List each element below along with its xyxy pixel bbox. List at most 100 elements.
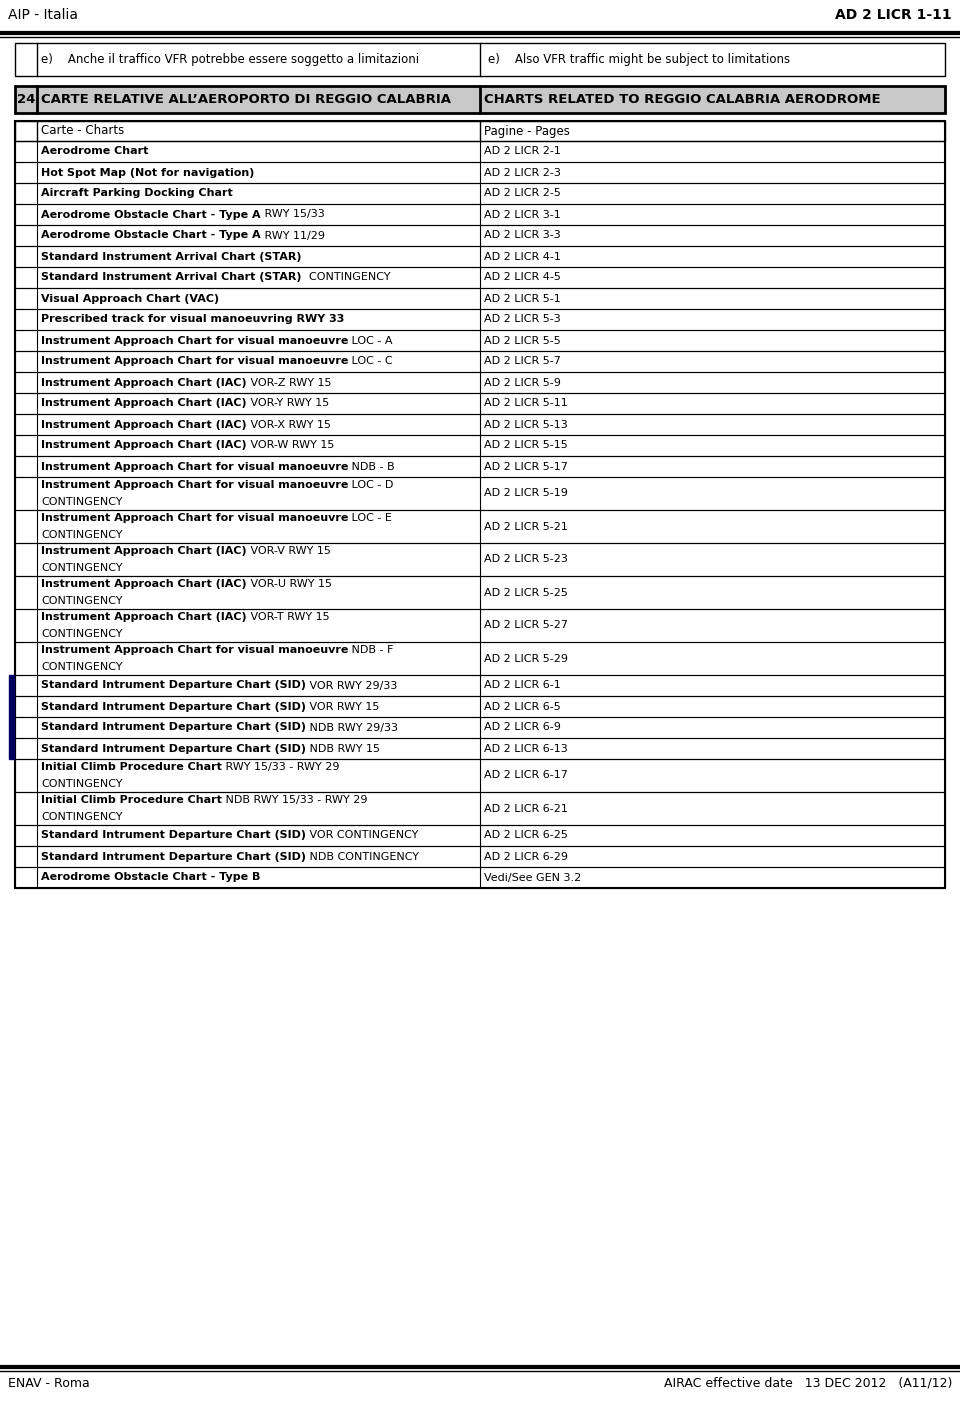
Text: AD 2 LICR 5-11: AD 2 LICR 5-11 [484, 399, 567, 409]
Text: Initial Climb Procedure Chart: Initial Climb Procedure Chart [41, 762, 222, 771]
Bar [15, 457, 945, 478]
Text: AD 2 LICR 6-21: AD 2 LICR 6-21 [484, 804, 568, 813]
Text: NDB CONTINGENCY: NDB CONTINGENCY [306, 851, 419, 861]
Text: NDB RWY 29/33: NDB RWY 29/33 [306, 722, 398, 732]
Text: CONTINGENCY: CONTINGENCY [41, 629, 123, 639]
Text: AD 2 LICR 2-5: AD 2 LICR 2-5 [484, 188, 561, 198]
Text: AD 2 LICR 5-21: AD 2 LICR 5-21 [484, 521, 568, 531]
Text: AD 2 LICR 5-13: AD 2 LICR 5-13 [484, 420, 567, 430]
Bar [15, 738, 945, 759]
Bar [15, 225, 945, 246]
Text: LOC - C: LOC - C [348, 357, 393, 367]
Text: AD 2 LICR 3-1: AD 2 LICR 3-1 [484, 209, 561, 219]
Text: NDB - F: NDB - F [348, 645, 394, 655]
Bar [15, 414, 945, 436]
Text: Aerodrome Obstacle Chart - Type A: Aerodrome Obstacle Chart - Type A [41, 209, 260, 219]
Text: Instrument Approach Chart (IAC): Instrument Approach Chart (IAC) [41, 547, 247, 556]
Text: e)    Also VFR traffic might be subject to limitations: e) Also VFR traffic might be subject to … [488, 53, 790, 66]
Text: Initial Climb Procedure Chart: Initial Climb Procedure Chart [41, 795, 222, 805]
Text: Prescribed track for visual manoeuvring RWY 33: Prescribed track for visual manoeuvring … [41, 315, 345, 325]
Bar [15, 846, 945, 867]
Text: RWY 11/29: RWY 11/29 [260, 230, 324, 240]
Text: AD 2 LICR 5-9: AD 2 LICR 5-9 [484, 378, 561, 388]
Text: AIRAC effective date   13 DEC 2012   (A11/12): AIRAC effective date 13 DEC 2012 (A11/12… [663, 1377, 952, 1390]
Text: Aerodrome Obstacle Chart - Type B: Aerodrome Obstacle Chart - Type B [41, 873, 260, 882]
Text: CONTINGENCY: CONTINGENCY [41, 530, 123, 540]
Text: VOR-Y RWY 15: VOR-Y RWY 15 [247, 399, 329, 409]
Text: AD 2 LICR 6-29: AD 2 LICR 6-29 [484, 851, 568, 861]
Text: 24: 24 [17, 93, 36, 105]
Text: Standard Intrument Departure Chart (SID): Standard Intrument Departure Chart (SID) [41, 830, 306, 840]
Text: CONTINGENCY: CONTINGENCY [41, 497, 123, 507]
Bar [15, 140, 945, 162]
Bar [15, 792, 945, 825]
Bar [15, 121, 945, 888]
Text: AD 2 LICR 6-9: AD 2 LICR 6-9 [484, 722, 561, 732]
Bar [15, 44, 945, 76]
Text: Instrument Approach Chart (IAC): Instrument Approach Chart (IAC) [41, 378, 247, 388]
Text: Instrument Approach Chart for visual manoeuvre: Instrument Approach Chart for visual man… [41, 481, 348, 490]
Bar [15, 372, 945, 393]
Text: Instrument Approach Chart (IAC): Instrument Approach Chart (IAC) [41, 613, 247, 622]
Text: AD 2 LICR 3-3: AD 2 LICR 3-3 [484, 230, 561, 240]
Text: Hot Spot Map (Not for navigation): Hot Spot Map (Not for navigation) [41, 167, 254, 177]
Text: CHARTS RELATED TO REGGIO CALABRIA AERODROME: CHARTS RELATED TO REGGIO CALABRIA AERODR… [484, 93, 880, 105]
Text: Instrument Approach Chart for visual manoeuvre: Instrument Approach Chart for visual man… [41, 461, 348, 472]
Text: Carte - Charts: Carte - Charts [41, 125, 124, 138]
Bar [15, 162, 945, 183]
Text: VOR-U RWY 15: VOR-U RWY 15 [247, 579, 331, 589]
Bar [15, 674, 945, 695]
Text: AD 2 LICR 4-1: AD 2 LICR 4-1 [484, 251, 561, 261]
Text: AD 2 LICR 5-23: AD 2 LICR 5-23 [484, 555, 568, 565]
Bar [15, 510, 945, 542]
Bar [15, 246, 945, 267]
Bar [15, 351, 945, 372]
Text: AD 2 LICR 5-3: AD 2 LICR 5-3 [484, 315, 561, 325]
Text: Standard Intrument Departure Chart (SID): Standard Intrument Departure Chart (SID) [41, 680, 306, 690]
Bar [9, 674, 14, 759]
Bar [15, 867, 945, 888]
Text: Standard Intrument Departure Chart (SID): Standard Intrument Departure Chart (SID) [41, 851, 306, 861]
Text: CONTINGENCY: CONTINGENCY [41, 563, 123, 573]
Text: AD 2 LICR 5-25: AD 2 LICR 5-25 [484, 587, 568, 597]
Text: CONTINGENCY: CONTINGENCY [41, 778, 123, 790]
Text: CONTINGENCY: CONTINGENCY [41, 662, 123, 672]
Text: AD 2 LICR 5-17: AD 2 LICR 5-17 [484, 461, 568, 472]
Bar [15, 608, 945, 642]
Text: NDB RWY 15: NDB RWY 15 [306, 743, 380, 753]
Text: Standard Instrument Arrival Chart (STAR): Standard Instrument Arrival Chart (STAR) [41, 273, 301, 282]
Bar [15, 393, 945, 414]
Bar [15, 759, 945, 792]
Text: Instrument Approach Chart (IAC): Instrument Approach Chart (IAC) [41, 420, 247, 430]
Text: NDB RWY 15/33 - RWY 29: NDB RWY 15/33 - RWY 29 [222, 795, 368, 805]
Text: AD 2 LICR 5-15: AD 2 LICR 5-15 [484, 441, 567, 451]
Bar [15, 204, 945, 225]
Text: VOR-X RWY 15: VOR-X RWY 15 [247, 420, 330, 430]
Text: AD 2 LICR 5-5: AD 2 LICR 5-5 [484, 336, 561, 346]
Bar [15, 478, 945, 510]
Text: RWY 15/33 - RWY 29: RWY 15/33 - RWY 29 [222, 762, 340, 771]
Bar [15, 121, 945, 140]
Text: AD 2 LICR 2-3: AD 2 LICR 2-3 [484, 167, 561, 177]
Bar [15, 542, 945, 576]
Text: Standard Intrument Departure Chart (SID): Standard Intrument Departure Chart (SID) [41, 743, 306, 753]
Text: AD 2 LICR 6-1: AD 2 LICR 6-1 [484, 680, 561, 690]
Text: Instrument Approach Chart (IAC): Instrument Approach Chart (IAC) [41, 579, 247, 589]
Bar [15, 825, 945, 846]
Text: VOR-Z RWY 15: VOR-Z RWY 15 [247, 378, 331, 388]
Bar [15, 267, 945, 288]
Text: ENAV - Roma: ENAV - Roma [8, 1377, 89, 1390]
Bar [15, 183, 945, 204]
Bar [15, 717, 945, 738]
Text: CARTE RELATIVE ALL’AEROPORTO DI REGGIO CALABRIA: CARTE RELATIVE ALL’AEROPORTO DI REGGIO C… [41, 93, 451, 105]
Text: Instrument Approach Chart (IAC): Instrument Approach Chart (IAC) [41, 399, 247, 409]
Text: Instrument Approach Chart for visual manoeuvre: Instrument Approach Chart for visual man… [41, 513, 348, 523]
Text: Pagine - Pages: Pagine - Pages [484, 125, 570, 138]
Text: AIP - Italia: AIP - Italia [8, 8, 78, 22]
Text: Standard Intrument Departure Chart (SID): Standard Intrument Departure Chart (SID) [41, 722, 306, 732]
Text: VOR RWY 29/33: VOR RWY 29/33 [306, 680, 397, 690]
Text: Visual Approach Chart (VAC): Visual Approach Chart (VAC) [41, 294, 219, 303]
Text: AD 2 LICR 5-1: AD 2 LICR 5-1 [484, 294, 561, 303]
Text: Instrument Approach Chart (IAC): Instrument Approach Chart (IAC) [41, 441, 247, 451]
Bar [15, 330, 945, 351]
